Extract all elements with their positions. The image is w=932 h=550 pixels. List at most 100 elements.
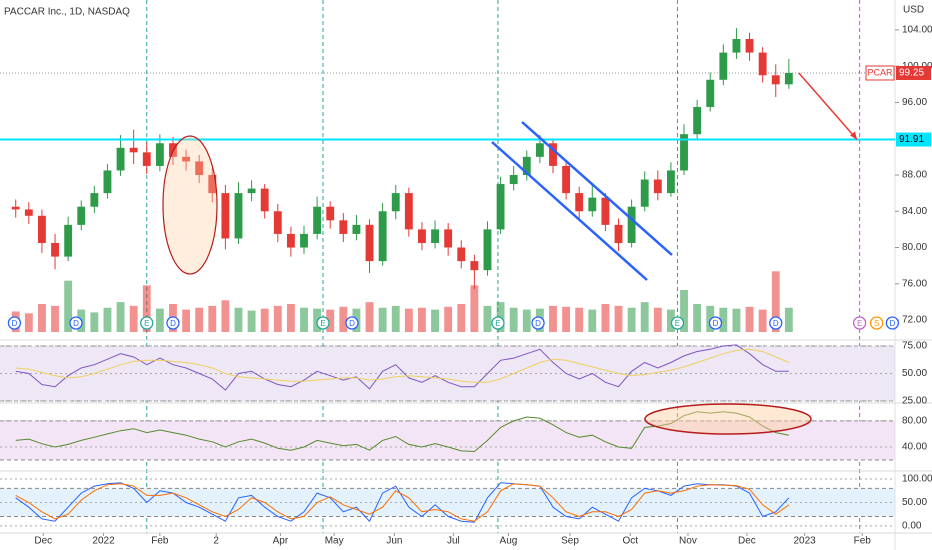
candle-body xyxy=(24,209,33,216)
candle-body xyxy=(90,193,99,207)
candle-body xyxy=(601,197,610,225)
candle-body xyxy=(680,134,688,171)
volume-bar xyxy=(260,308,269,332)
y-tick-label: 0.00 xyxy=(902,521,922,532)
x-tick-label: 2 xyxy=(213,536,219,547)
event-marker xyxy=(769,316,783,330)
candle-body xyxy=(706,79,715,107)
candle-body xyxy=(614,224,623,243)
volume-bar xyxy=(666,309,675,332)
candle-body xyxy=(719,52,728,80)
x-tick-label: 2022 xyxy=(92,536,115,547)
event-marker xyxy=(670,316,685,330)
volume-bar xyxy=(273,305,282,332)
event-marker xyxy=(885,316,900,330)
event-label: D xyxy=(12,319,18,328)
x-tick-label: Dec xyxy=(738,536,756,547)
event-label: E xyxy=(320,319,325,328)
candle-body xyxy=(496,184,505,230)
candle-body xyxy=(103,170,112,194)
candle-body xyxy=(732,38,741,53)
candle-body xyxy=(155,143,164,166)
x-tick-label: Apr xyxy=(273,536,289,547)
volume-bar xyxy=(509,307,518,332)
event-marker xyxy=(852,316,867,330)
volume-bar xyxy=(365,302,374,332)
target-label: 91.91 xyxy=(899,134,924,145)
volume-bar xyxy=(771,271,780,332)
volume-bar xyxy=(431,309,439,332)
candle-body xyxy=(378,211,387,262)
candle-body xyxy=(221,193,230,239)
candle-body xyxy=(116,147,125,171)
y-tick-label: 84.00 xyxy=(902,206,927,217)
volume-bar xyxy=(784,307,793,332)
candle-body xyxy=(64,224,73,257)
highlight-ellipse xyxy=(162,135,218,275)
volume-bar xyxy=(562,306,571,332)
event-marker xyxy=(140,316,154,330)
candle-body xyxy=(562,165,571,194)
candle-body xyxy=(208,174,217,194)
target-badge xyxy=(896,132,931,147)
y-tick-label: 50.00 xyxy=(902,497,927,508)
volume-bar xyxy=(326,309,335,332)
event-label: E xyxy=(495,319,500,328)
y-tick-label: 104.00 xyxy=(902,25,932,36)
volume-bar xyxy=(745,306,754,332)
candle-body xyxy=(352,224,361,234)
volume-bar xyxy=(758,309,767,332)
arrow-head xyxy=(850,131,857,140)
candle-body xyxy=(653,179,662,194)
y-tick-label: 75.00 xyxy=(902,341,927,352)
x-tick-label: Feb xyxy=(151,536,169,547)
event-label: S xyxy=(874,319,879,328)
candle-body xyxy=(195,161,204,175)
labels: Dec 2022 Feb 2 Apr May Jun Jul Aug Sep Oct Nov Dec 20… xyxy=(7,25,932,547)
volume-bar xyxy=(719,307,728,332)
volume-bar xyxy=(522,309,531,332)
last-price-label: 99.25 xyxy=(899,68,924,79)
y-tick-label: 72.00 xyxy=(902,315,927,326)
event-label: E xyxy=(857,319,862,328)
y-tick-label: 100.00 xyxy=(902,474,932,485)
candle-body xyxy=(300,233,308,248)
y-tick-label: 96.00 xyxy=(902,97,927,108)
volume-bar xyxy=(732,308,741,332)
candle-body xyxy=(509,174,518,185)
candle-body xyxy=(234,193,243,239)
candle-body xyxy=(286,233,295,248)
volume-bar xyxy=(391,305,400,332)
candle-body xyxy=(38,215,46,243)
x-tick-label: 2023 xyxy=(793,536,816,547)
volume-bar xyxy=(300,307,308,332)
event-label: E xyxy=(675,319,680,328)
volume-bar xyxy=(653,307,662,332)
x-tick-label: Feb xyxy=(854,536,872,547)
volume-bar xyxy=(404,308,413,332)
volume-bar xyxy=(640,302,649,332)
candle-body xyxy=(182,156,191,162)
volume-bar xyxy=(195,307,204,332)
volume-bar xyxy=(588,309,597,332)
indicator-line xyxy=(15,483,790,522)
event-marker xyxy=(531,316,545,330)
volume-bar xyxy=(457,304,466,332)
x-tick-label: Oct xyxy=(623,536,639,547)
candle-body xyxy=(784,72,793,85)
volume-bar xyxy=(339,306,348,332)
x-tick-label: Dec xyxy=(34,536,52,547)
candle-body xyxy=(483,229,492,271)
event-marker xyxy=(69,316,83,330)
volume-bar xyxy=(90,312,99,332)
x-tick-label: May xyxy=(325,536,344,547)
candle-body xyxy=(457,247,466,262)
event-marker xyxy=(7,316,22,330)
indicator-line xyxy=(15,411,789,453)
volume-bar xyxy=(38,304,46,332)
indicator-band xyxy=(0,420,895,460)
candle-body xyxy=(365,224,374,262)
volume-bar xyxy=(208,305,217,332)
volume-bar xyxy=(575,307,584,332)
